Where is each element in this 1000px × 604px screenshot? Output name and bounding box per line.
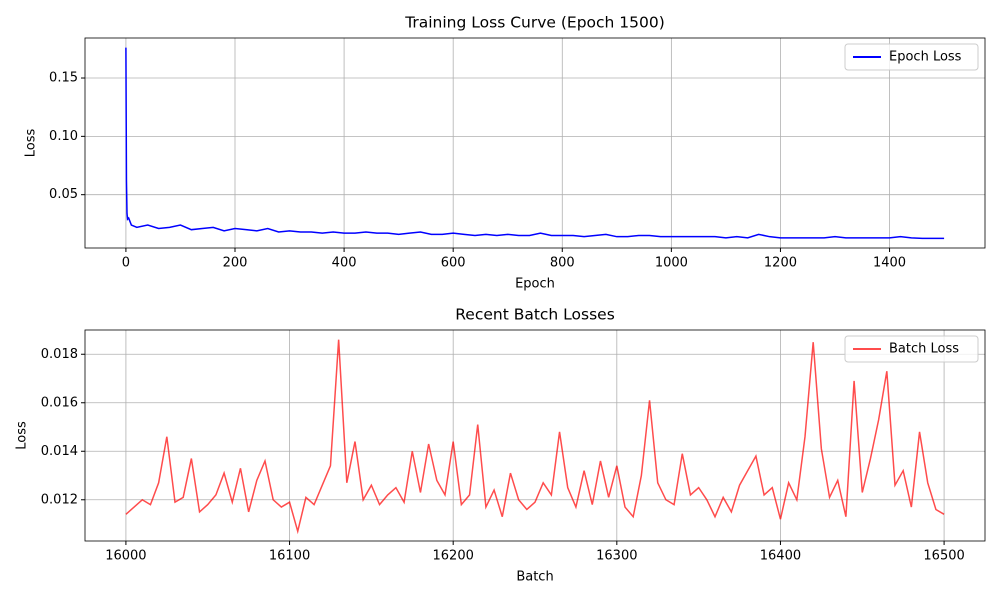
x-tick-label: 1000 xyxy=(655,256,688,271)
y-tick-label: 0.014 xyxy=(41,444,78,459)
y-axis-label: Loss xyxy=(15,421,30,450)
x-tick-label: 16400 xyxy=(760,549,801,564)
x-tick-label: 16300 xyxy=(596,549,637,564)
axes-frame xyxy=(84,37,986,249)
x-tick-label: 600 xyxy=(441,256,466,271)
x-tick-label: 800 xyxy=(550,256,575,271)
x-tick-label: 16000 xyxy=(105,549,146,564)
axes-frame xyxy=(84,329,986,542)
legend-box xyxy=(844,335,979,363)
y-tick-label: 0.10 xyxy=(49,129,78,144)
y-tick-label: 0.018 xyxy=(41,347,78,362)
y-tick-label: 0.012 xyxy=(41,492,78,507)
x-tick-label: 400 xyxy=(332,256,357,271)
y-tick-label: 0.016 xyxy=(41,395,78,410)
x-tick-label: 16100 xyxy=(269,549,310,564)
y-tick-label: 0.15 xyxy=(49,71,78,86)
x-axis-label: Batch xyxy=(516,570,553,585)
legend-label: Epoch Loss xyxy=(889,50,962,65)
y-axis-label: Loss xyxy=(24,129,39,158)
x-tick-label: 16200 xyxy=(433,549,474,564)
x-tick-label: 1200 xyxy=(764,256,797,271)
x-tick-label: 200 xyxy=(223,256,248,271)
x-axis-label: Epoch xyxy=(515,277,555,292)
chart-title: Recent Batch Losses xyxy=(455,306,615,324)
data-line xyxy=(125,47,945,240)
x-tick-label: 0 xyxy=(122,256,130,271)
legend-box xyxy=(844,43,979,71)
chart-title: Training Loss Curve (Epoch 1500) xyxy=(404,14,665,32)
y-tick-label: 0.05 xyxy=(49,187,78,202)
x-tick-label: 1400 xyxy=(873,256,906,271)
x-tick-label: 16500 xyxy=(923,549,964,564)
legend-label: Batch Loss xyxy=(889,342,959,357)
data-line xyxy=(125,339,945,535)
